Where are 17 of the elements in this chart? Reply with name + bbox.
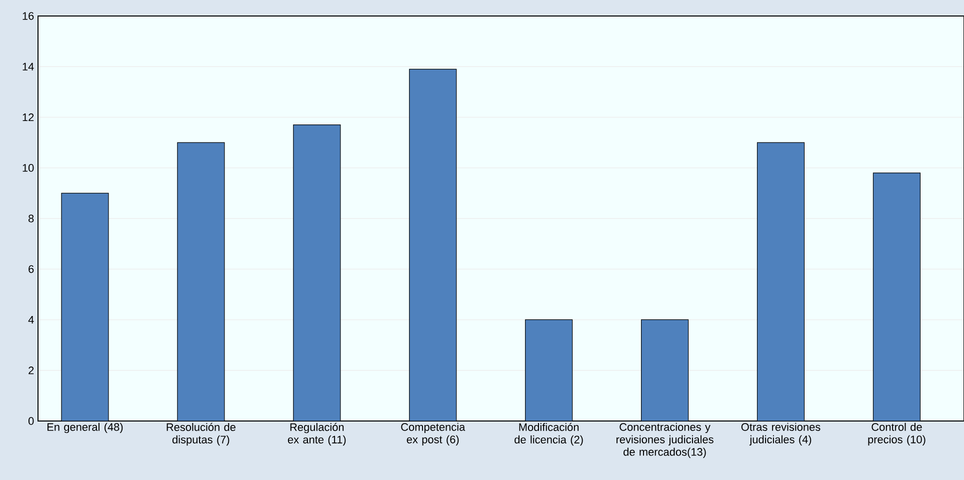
y-tick-label: 4	[28, 316, 34, 324]
x-tick-label: En general (48)	[48, 422, 123, 434]
x-tick-label: Concentraciones y revisiones judiciales de mercados(13)	[616, 422, 714, 458]
y-tick-label: 0	[28, 417, 34, 425]
x-tick-label: Otras revisiones judiciales (4)	[741, 422, 820, 446]
x-tick-label: Modificación de licencia (2)	[514, 422, 583, 446]
y-tick-label: 16	[22, 12, 34, 20]
y-tick-label: 2	[28, 366, 34, 374]
y-tick-label: 8	[28, 214, 34, 222]
y-tick-label: 10	[22, 164, 34, 172]
y-tick-label: 14	[22, 62, 34, 70]
x-tick-label: Competencia ex post (6)	[401, 422, 466, 446]
y-tick-label: 6	[28, 265, 34, 273]
y-tick-label: 12	[22, 113, 34, 122]
x-tick-label: Resolución de disputas (7)	[166, 422, 236, 446]
x-tick-label: Control de precios (10)	[868, 422, 926, 446]
x-tick-label: Regulación ex ante (11)	[288, 422, 346, 446]
